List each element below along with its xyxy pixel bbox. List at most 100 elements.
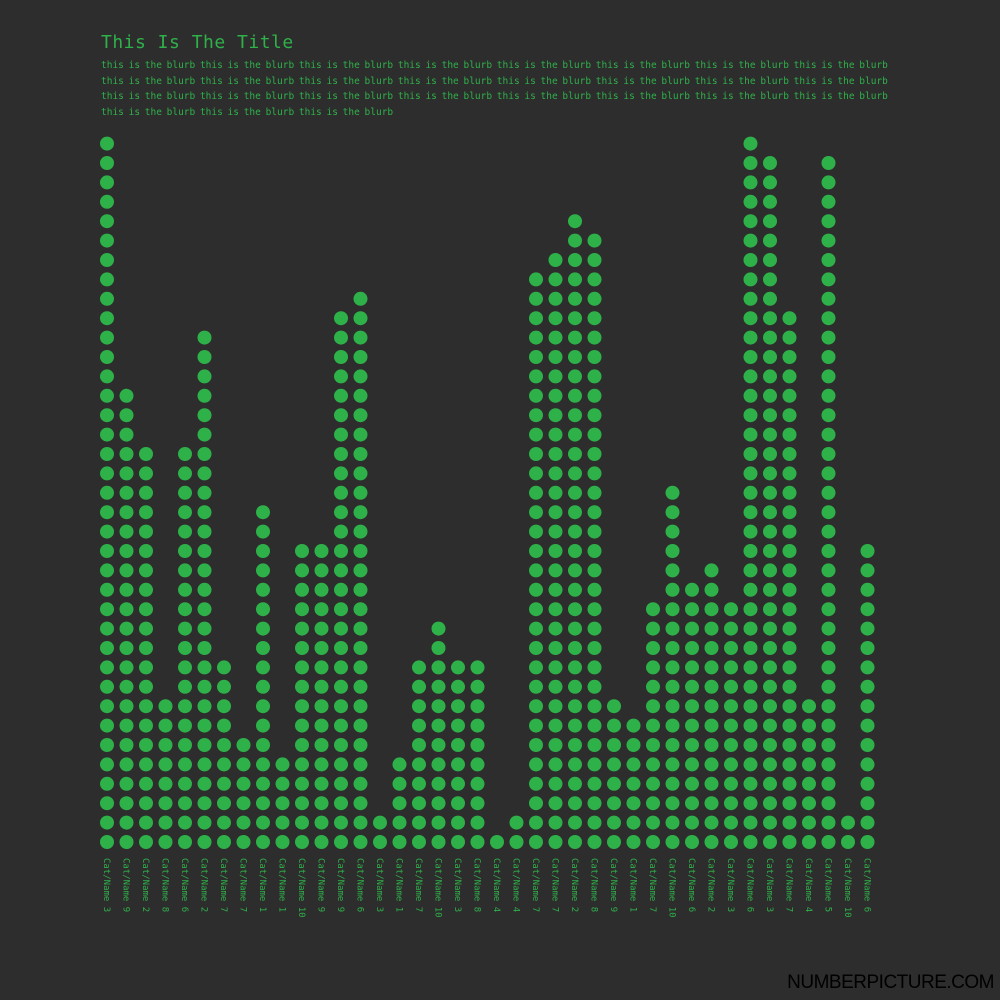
category-label: Cat/Name 10 xyxy=(296,858,306,918)
data-dot xyxy=(256,835,270,849)
data-dot xyxy=(724,776,738,791)
data-dot xyxy=(587,621,602,636)
data-dot xyxy=(100,815,114,830)
data-dot xyxy=(860,544,875,558)
data-dot xyxy=(704,738,719,752)
data-dot xyxy=(529,544,543,558)
data-dot xyxy=(334,815,348,830)
data-dot xyxy=(295,757,309,772)
data-dot xyxy=(353,350,368,364)
data-dot xyxy=(334,621,348,636)
data-dot xyxy=(763,815,777,830)
data-dot xyxy=(314,835,329,849)
data-dot xyxy=(743,699,758,714)
data-dot xyxy=(470,835,485,849)
data-dot xyxy=(353,369,368,384)
data-dot xyxy=(139,738,153,752)
data-dot xyxy=(158,738,173,752)
data-dot xyxy=(119,660,134,675)
data-dot xyxy=(100,447,114,461)
bar-column xyxy=(217,660,231,849)
data-dot xyxy=(548,311,563,326)
data-dot xyxy=(782,815,797,830)
data-dot xyxy=(353,738,368,752)
data-dot xyxy=(158,699,173,714)
data-dot xyxy=(821,815,836,830)
data-dot xyxy=(100,175,114,190)
data-dot xyxy=(314,582,329,597)
data-dot xyxy=(587,272,602,287)
data-dot xyxy=(724,679,738,694)
data-dot xyxy=(548,699,563,714)
data-dot xyxy=(119,641,134,655)
data-dot xyxy=(548,291,563,306)
bar-column xyxy=(256,505,270,849)
data-dot xyxy=(646,776,660,791)
data-dot xyxy=(100,582,114,597)
data-dot xyxy=(470,738,485,752)
data-dot xyxy=(724,621,738,636)
data-dot xyxy=(548,738,563,752)
data-dot xyxy=(587,350,602,364)
data-dot xyxy=(334,330,348,345)
data-dot xyxy=(704,563,719,578)
data-dot xyxy=(100,253,114,267)
data-dot xyxy=(743,563,758,578)
data-dot xyxy=(529,699,543,714)
data-dot xyxy=(353,776,368,791)
data-dot xyxy=(295,563,309,578)
data-dot xyxy=(529,621,543,636)
chart-title: This Is The Title xyxy=(101,32,294,53)
data-dot xyxy=(743,485,758,500)
data-dot xyxy=(100,641,114,655)
data-dot xyxy=(197,582,212,597)
data-dot xyxy=(158,776,173,791)
data-dot xyxy=(860,602,875,617)
data-dot xyxy=(100,718,114,733)
data-dot xyxy=(470,699,485,714)
data-dot xyxy=(587,660,602,675)
data-dot xyxy=(119,815,134,830)
data-dot xyxy=(451,815,465,830)
data-dot xyxy=(412,757,426,772)
data-dot xyxy=(782,641,797,655)
data-dot xyxy=(529,330,543,345)
data-dot xyxy=(743,738,758,752)
data-dot xyxy=(821,156,836,170)
category-label: Cat/Name 3 xyxy=(764,858,774,912)
data-dot xyxy=(529,466,543,481)
data-dot xyxy=(860,563,875,578)
data-dot xyxy=(685,815,699,830)
data-dot xyxy=(139,776,153,791)
data-dot xyxy=(568,524,582,539)
data-dot xyxy=(119,505,134,520)
data-dot xyxy=(197,544,212,558)
data-dot xyxy=(529,602,543,617)
data-dot xyxy=(256,757,270,772)
data-dot xyxy=(197,621,212,636)
data-dot xyxy=(860,621,875,636)
data-dot xyxy=(646,699,660,714)
data-dot xyxy=(763,621,777,636)
data-dot xyxy=(256,524,270,539)
data-dot xyxy=(568,563,582,578)
data-dot xyxy=(529,563,543,578)
category-label: Cat/Name 6 xyxy=(355,858,365,912)
data-dot xyxy=(314,757,329,772)
data-dot xyxy=(587,388,602,403)
data-dot xyxy=(704,602,719,617)
data-dot xyxy=(100,679,114,694)
data-dot xyxy=(431,718,446,733)
data-dot xyxy=(178,602,192,617)
data-dot xyxy=(587,679,602,694)
data-dot xyxy=(412,835,426,849)
data-dot xyxy=(743,427,758,442)
data-dot xyxy=(529,757,543,772)
data-dot xyxy=(743,524,758,539)
data-dot xyxy=(334,602,348,617)
data-dot xyxy=(295,582,309,597)
data-dot xyxy=(139,582,153,597)
data-dot xyxy=(763,214,777,229)
data-dot xyxy=(743,194,758,209)
data-dot xyxy=(197,602,212,617)
